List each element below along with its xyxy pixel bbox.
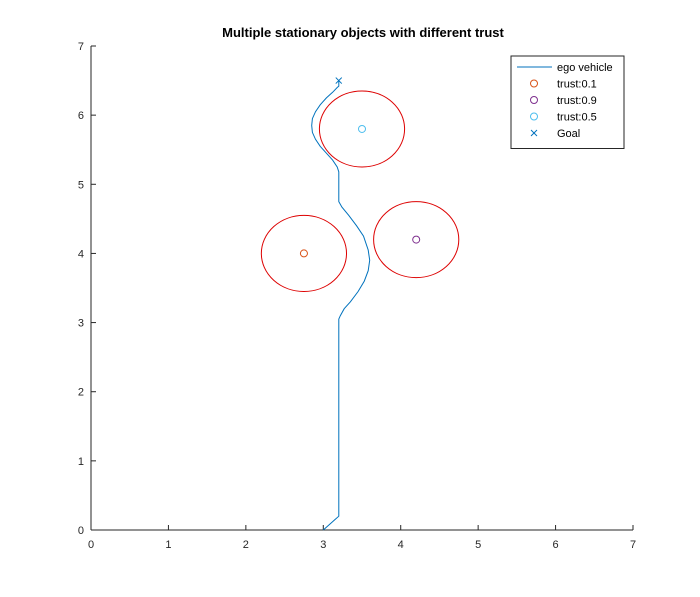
y-tick-label: 6 [78, 110, 84, 122]
x-tick-label: 1 [165, 539, 171, 551]
legend-label: trust:0.9 [557, 95, 597, 107]
legend-label: trust:0.1 [557, 79, 597, 91]
legend-swatch-circle [530, 79, 538, 88]
legend-swatch-circle [530, 96, 538, 104]
x-tick-label: 6 [553, 539, 559, 551]
chart-title: Multiple stationary objects with differe… [222, 25, 504, 40]
data-point-circle [299, 249, 308, 258]
y-tick-label: 5 [78, 179, 84, 191]
y-tick-label: 7 [78, 41, 84, 53]
data-point-circle [412, 235, 421, 244]
safety-circle [260, 214, 348, 292]
x-tick-label: 3 [320, 539, 326, 551]
y-tick-label: 1 [78, 456, 84, 468]
legend-label: ego vehicle [557, 62, 613, 74]
legend-entry: trust:0.5 [530, 112, 597, 124]
x-tick-label: 4 [398, 539, 404, 551]
legend-swatch-circle [530, 112, 538, 121]
legend-entry: trust:0.9 [530, 95, 597, 107]
safety-circle [373, 201, 460, 279]
legend-box [510, 55, 625, 149]
x-tick-label: 2 [243, 539, 249, 551]
y-tick-label: 4 [78, 248, 84, 260]
x-tick-label: 7 [630, 539, 636, 551]
data-point-circle [358, 124, 366, 133]
y-tick-label: 3 [78, 318, 84, 330]
safety-circle [318, 90, 406, 168]
y-tick-label: 0 [78, 525, 84, 537]
legend-entry: Goal [530, 128, 580, 140]
series-line-ego-vehicle [311, 80, 371, 531]
x-tick-label: 0 [88, 539, 94, 551]
legend: ego vehicle trust:0.1 trust:0.9 trust:0.5 Go… [510, 55, 625, 149]
x-tick-label: 5 [475, 539, 481, 551]
legend-entry: ego vehicle [517, 62, 613, 74]
legend-entry: trust:0.1 [530, 79, 597, 91]
y-tick-label: 2 [78, 387, 84, 399]
legend-label: Goal [557, 128, 580, 140]
legend-swatch-x [530, 129, 538, 137]
goal-marker-stroke [335, 77, 343, 84]
legend-label: trust:0.5 [557, 112, 597, 124]
goal-marker [335, 77, 343, 84]
